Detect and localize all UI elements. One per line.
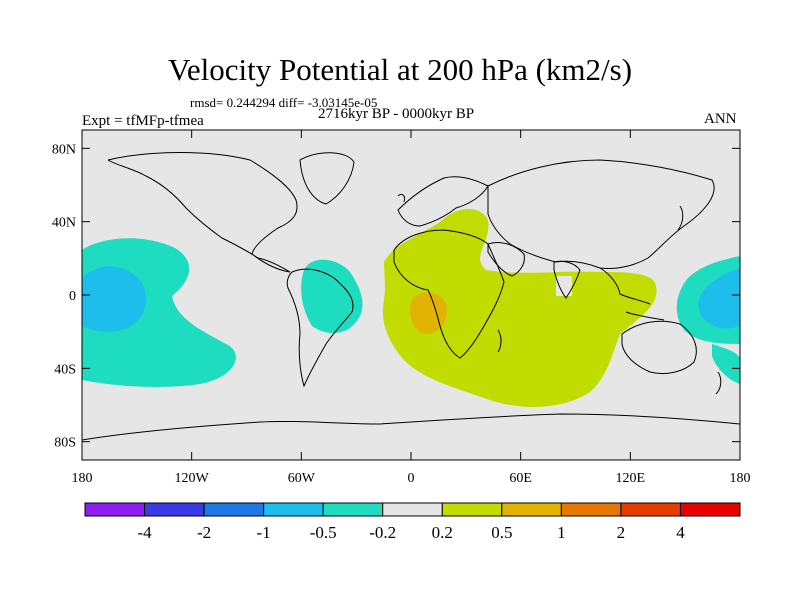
colorbar-swatch xyxy=(203,502,265,517)
season-label: ANN xyxy=(704,111,737,127)
coast-new-zealand xyxy=(715,371,722,395)
colorbar-label: -2 xyxy=(197,523,211,542)
neutral-pocket-india xyxy=(556,276,572,296)
lat-label: 40N xyxy=(52,216,76,231)
colorbar-swatch xyxy=(144,502,205,517)
colorbar-label: 0.2 xyxy=(432,523,453,542)
colorbar-label: -4 xyxy=(137,523,152,542)
lon-label: 120W xyxy=(175,471,210,486)
coast-japan xyxy=(677,205,684,231)
colorbar-swatch xyxy=(679,502,741,517)
lon-label: 180 xyxy=(730,471,751,486)
coast-southeast-asia xyxy=(599,267,665,321)
colorbar-label: 4 xyxy=(676,523,685,542)
lat-label: 0 xyxy=(69,289,76,304)
colorbar-swatch xyxy=(84,502,146,517)
colorbar-swatch xyxy=(441,502,503,517)
lat-label: 80N xyxy=(52,142,76,157)
colorbar-swatch xyxy=(560,502,622,517)
lon-label: 60W xyxy=(288,471,316,486)
coast-north-america xyxy=(107,152,298,273)
coast-asia xyxy=(487,159,715,269)
lon-label: 0 xyxy=(408,471,415,486)
coast-british-isles xyxy=(397,193,405,203)
colorbar-label: 2 xyxy=(617,523,626,542)
lat-label: 40S xyxy=(54,362,76,377)
coast-madagascar xyxy=(497,329,502,353)
stats-text: rmsd= 0.244294 diff= -3.03145e-05 xyxy=(190,95,378,110)
negative-anomaly-south-america xyxy=(301,259,363,334)
coast-greenland xyxy=(299,152,355,205)
colorbar-label: -0.2 xyxy=(369,523,396,542)
negative-core-west-pacific xyxy=(82,266,147,332)
colorbar: -4 -2 -1 -0.5 -0.2 0.2 0.5 1 2 4 xyxy=(84,502,741,542)
colorbar-label: 1 xyxy=(557,523,566,542)
lat-label: 80S xyxy=(54,436,76,451)
coast-antarctica xyxy=(82,413,740,441)
colorbar-label: -1 xyxy=(257,523,271,542)
contour-fill-layer xyxy=(82,152,740,441)
latitude-axis: 80N 40N 0 40S 80S xyxy=(52,142,740,451)
coastlines xyxy=(82,152,740,441)
chart-title: Velocity Potential at 200 hPa (km2/s) xyxy=(167,52,633,87)
negative-core-maritime-continent xyxy=(698,268,740,329)
coast-india xyxy=(553,260,581,299)
colorbar-swatch xyxy=(620,502,681,517)
colorbar-label: 0.5 xyxy=(491,523,512,542)
lon-label: 120E xyxy=(616,471,646,486)
colorbar-label: -0.5 xyxy=(310,523,337,542)
colorbar-swatch xyxy=(382,502,443,517)
longitude-axis: 180 120W 60W 0 60E 120E 180 xyxy=(72,130,751,486)
positive-anomaly-africa-indian-ocean xyxy=(382,208,657,407)
colorbar-swatch xyxy=(501,502,562,517)
colorbar-swatch xyxy=(322,502,384,517)
lon-label: 60E xyxy=(509,471,532,486)
coast-europe xyxy=(397,176,489,227)
coast-south-america xyxy=(286,268,354,388)
period-label: 2716kyr BP - 0000kyr BP xyxy=(318,106,475,122)
positive-core-west-africa xyxy=(409,292,448,334)
coast-australia xyxy=(621,320,697,375)
colorbar-swatch xyxy=(263,502,324,517)
lon-label: 180 xyxy=(72,471,93,486)
coast-africa xyxy=(393,229,505,359)
negative-anomaly-australia-east xyxy=(712,344,740,384)
experiment-label: Expt = tfMFp-tfmea xyxy=(82,113,204,129)
coast-arabia xyxy=(487,241,525,277)
